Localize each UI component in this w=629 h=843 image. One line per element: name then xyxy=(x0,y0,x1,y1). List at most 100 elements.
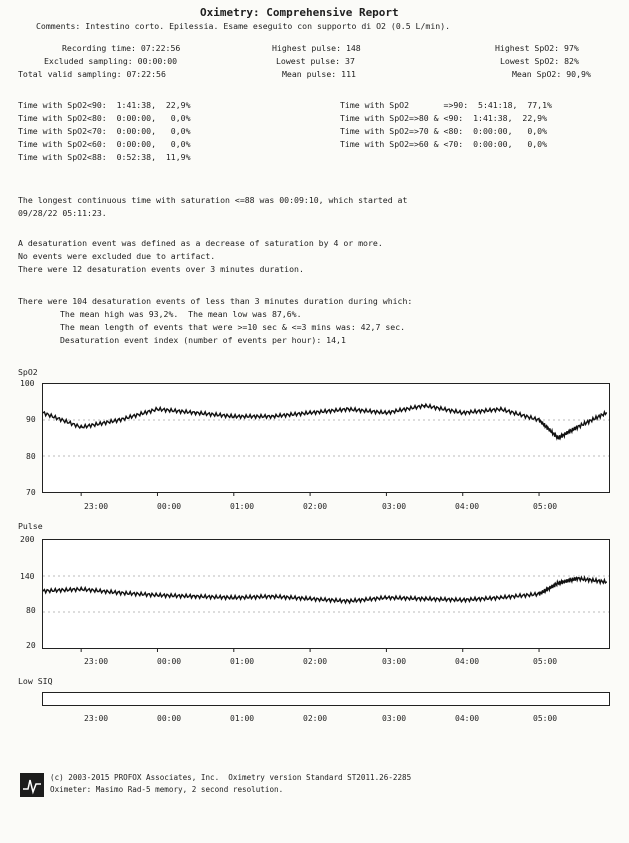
spo2-data-point xyxy=(195,412,197,414)
spo2-chart-label: SpO2 xyxy=(18,367,38,377)
spo2-data-point xyxy=(80,426,82,428)
summary-col1-excluded: Excluded sampling: 00:00:00 xyxy=(44,56,178,66)
pulse-data-point xyxy=(423,598,426,600)
longest-time-line2: 09/28/22 05:11:23. xyxy=(18,208,107,218)
spo2-data-point xyxy=(309,412,311,414)
pulse-xtick-0000: 00:00 xyxy=(157,657,182,666)
pulse-data-point xyxy=(347,600,349,602)
time-left-4: Time with SpO2<88: 0:52:38, 11,9% xyxy=(18,152,191,162)
spo2-xtick-2300: 23:00 xyxy=(84,502,109,511)
spo2-chart-panel xyxy=(42,383,610,496)
spo2-xtick-0500: 05:00 xyxy=(533,502,558,511)
pulse-data-point xyxy=(309,598,311,600)
spo2-data-point xyxy=(500,408,502,410)
spo2-xtick-0000: 00:00 xyxy=(157,502,182,511)
pulse-data-point xyxy=(118,592,120,594)
spo2-data-point xyxy=(557,437,559,439)
spo2-data-point xyxy=(347,408,349,410)
pulse-data-point xyxy=(605,581,608,583)
pulse-ytick-200: 200 xyxy=(20,535,35,544)
spo2-series-line xyxy=(42,402,608,441)
pulse-data-point xyxy=(538,593,540,595)
spo2-data-point xyxy=(423,405,426,407)
spo2-data-point xyxy=(118,419,120,421)
time-right-0: Time with SpO2 =>90: 5:41:18, 77,1% xyxy=(340,100,552,110)
pulse-data-point xyxy=(233,597,235,599)
spo2-ytick-70: 70 xyxy=(26,488,36,497)
summary-col2-highest-pulse: Highest pulse: 148 xyxy=(272,43,361,53)
spo2-xtick-0100: 01:00 xyxy=(230,502,255,511)
comments-line: Comments: Intestino corto. Epilessia. Es… xyxy=(36,21,451,31)
pulse-data-point xyxy=(500,597,502,599)
spo2-data-point xyxy=(42,412,44,414)
pulse-xtick-0200: 02:00 xyxy=(303,657,328,666)
time-right-3: Time with SpO2=>60 & <70: 0:00:00, 0,0% xyxy=(340,139,548,149)
pulse-series-line xyxy=(42,575,607,605)
summary-col1-recording: Recording time: 07:22:56 xyxy=(62,43,181,53)
pulse-data-point xyxy=(42,590,44,592)
profox-logo-icon xyxy=(20,773,44,797)
time-right-1: Time with SpO2=>80 & <90: 1:41:38, 22,9% xyxy=(340,113,548,123)
pulse-ytick-80: 80 xyxy=(26,606,36,615)
pulse-ytick-140: 140 xyxy=(20,572,35,581)
lowsiq-xtick-0000: 00:00 xyxy=(157,714,182,723)
spo2-data-point xyxy=(271,415,273,417)
spo2-xtick-0300: 03:00 xyxy=(382,502,407,511)
spo2-data-point xyxy=(576,426,578,428)
time-right-2: Time with SpO2=>70 & <80: 0:00:00, 0,0% xyxy=(340,126,548,136)
summary-col3-mean-spo2: Mean SpO2: 90,9% xyxy=(512,69,591,79)
desat-excluded: No events were excluded due to artifact. xyxy=(18,251,216,261)
pulse-xtick-0100: 01:00 xyxy=(230,657,255,666)
pulse-chart xyxy=(42,575,609,652)
pulse-data-point xyxy=(80,588,82,590)
pulse-xtick-2300: 23:00 xyxy=(84,657,109,666)
spo2-xtick-0200: 02:00 xyxy=(303,502,328,511)
footer-oximeter: Oximeter: Masimo Rad-5 memory, 2 second … xyxy=(50,785,284,794)
lowsiq-label: Low SIQ xyxy=(18,676,53,686)
pulse-chart-label: Pulse xyxy=(18,521,43,531)
spo2-data-point xyxy=(385,412,388,414)
spo2-data-point xyxy=(233,415,235,417)
spo2-data-point xyxy=(605,412,608,414)
pulse-data-point xyxy=(271,595,273,597)
spo2-data-point xyxy=(156,408,159,410)
pulse-data-point xyxy=(385,597,388,599)
spo2-ytick-80: 80 xyxy=(26,452,36,461)
spo2-data-point xyxy=(538,419,540,421)
lowsiq-xtick-2300: 23:00 xyxy=(84,714,109,723)
lowsiq-xtick-0100: 01:00 xyxy=(230,714,255,723)
pulse-data-point xyxy=(156,594,159,596)
summary-col3-highest-spo2: Highest SpO2: 97% xyxy=(495,43,579,53)
desat-mean-high-low: The mean high was 93,2%. The mean low wa… xyxy=(60,309,302,319)
spo2-ytick-90: 90 xyxy=(26,415,36,424)
summary-col3-lowest-spo2: Lowest SpO2: 82% xyxy=(500,56,579,66)
summary-col2-mean-pulse: Mean pulse: 111 xyxy=(282,69,356,79)
spo2-data-point xyxy=(462,412,464,414)
pulse-ytick-20: 20 xyxy=(26,641,36,650)
lowsiq-xtick-0200: 02:00 xyxy=(303,714,328,723)
pulse-xtick-0300: 03:00 xyxy=(382,657,407,666)
spo2-xtick-0400: 04:00 xyxy=(455,502,480,511)
desat-mean-length: The mean length of events that were >=10… xyxy=(60,322,406,332)
summary-col2-lowest-pulse: Lowest pulse: 37 xyxy=(276,56,355,66)
longest-time-line1: The longest continuous time with saturat… xyxy=(18,195,408,205)
pulse-data-point xyxy=(195,595,197,597)
footer-copyright: (c) 2003-2015 PROFOX Associates, Inc. Ox… xyxy=(50,773,412,782)
desat-short-events: There were 104 desaturation events of le… xyxy=(18,296,413,306)
desat-index: Desaturation event index (number of even… xyxy=(60,335,346,345)
lowsiq-xtick-0400: 04:00 xyxy=(455,714,480,723)
lowsiq-xtick-0500: 05:00 xyxy=(533,714,558,723)
time-left-2: Time with SpO2<70: 0:00:00, 0,0% xyxy=(18,126,191,136)
spo2-ytick-100: 100 xyxy=(20,379,35,388)
pulse-chart-panel xyxy=(42,539,610,652)
pulse-data-point xyxy=(557,582,559,584)
desat-definition: A desaturation event was defined as a de… xyxy=(18,238,383,248)
pulse-data-point xyxy=(576,577,578,579)
pulse-xtick-0400: 04:00 xyxy=(455,657,480,666)
lowsiq-xtick-0300: 03:00 xyxy=(382,714,407,723)
pulse-data-point xyxy=(462,599,464,601)
summary-col1-total: Total valid sampling: 07:22:56 xyxy=(18,69,166,79)
report-title: Oximetry: Comprehensive Report xyxy=(200,6,399,19)
spo2-chart xyxy=(42,402,609,496)
desat-over-3min: There were 12 desaturation events over 3… xyxy=(18,264,304,274)
